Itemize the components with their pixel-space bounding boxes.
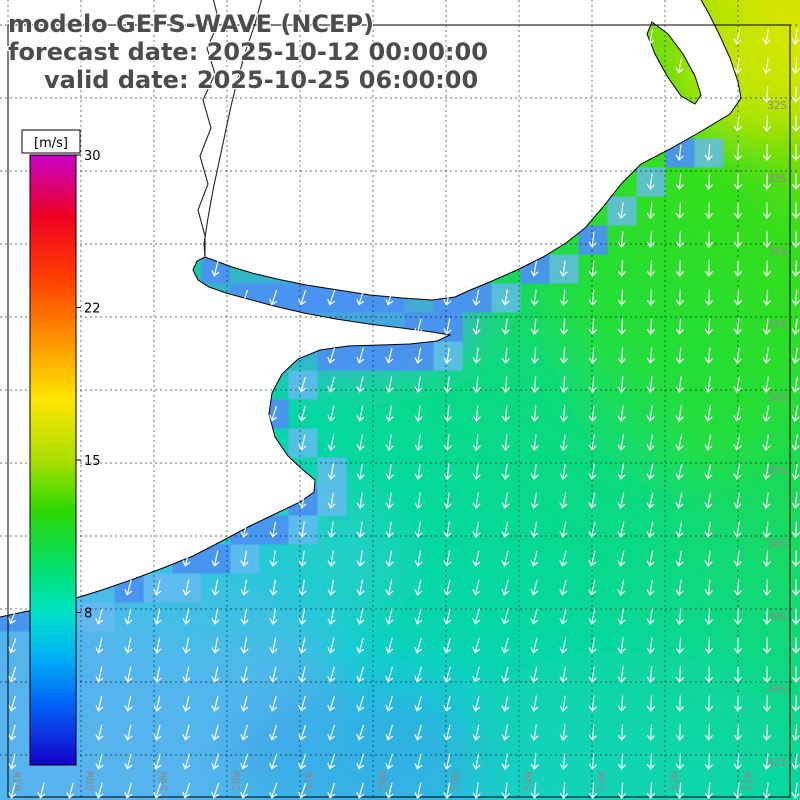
- svg-text:35S: 35S: [767, 318, 787, 331]
- colorbar: [m/s] 30 22 15 8: [21, 129, 101, 766]
- svg-text:51W: 51W: [741, 771, 754, 791]
- svg-text:37S: 37S: [767, 464, 787, 477]
- svg-text:61W: 61W: [11, 771, 24, 791]
- svg-text:40S: 40S: [767, 683, 787, 696]
- svg-text:33S: 33S: [767, 172, 787, 185]
- svg-text:54W: 54W: [522, 771, 535, 791]
- svg-text:55W: 55W: [449, 771, 462, 791]
- svg-text:52W: 52W: [668, 771, 681, 791]
- valid-date: valid date: 2025-10-25 06:00:00: [44, 66, 479, 94]
- svg-text:8: 8: [84, 607, 92, 622]
- svg-text:41S: 41S: [767, 756, 787, 769]
- forecast-date: forecast date: 2025-10-12 00:00:00: [8, 38, 488, 66]
- model-title: modelo GEFS-WAVE (NCEP): [8, 10, 374, 38]
- colorbar-unit-label: [m/s]: [34, 136, 68, 151]
- rivers: [197, 0, 263, 258]
- wind-direction-arrows: [8, 28, 800, 800]
- svg-text:39S: 39S: [767, 610, 787, 623]
- svg-text:30: 30: [84, 149, 101, 164]
- svg-text:38S: 38S: [767, 537, 787, 550]
- map-frame: [7, 24, 791, 798]
- svg-text:56W: 56W: [376, 771, 389, 791]
- svg-text:15: 15: [84, 454, 101, 469]
- river-uruguay: [203, 0, 263, 258]
- plot-header: modelo GEFS-WAVE (NCEP) forecast date: 2…: [8, 10, 488, 94]
- colorbar-unit-box: [21, 129, 81, 154]
- colorbar-gradient-bar: [29, 154, 77, 766]
- colorbar-ticks: 30 22 15 8: [76, 149, 101, 622]
- river-parana: [197, 0, 220, 257]
- svg-text:34S: 34S: [767, 245, 787, 258]
- svg-text:58W: 58W: [230, 771, 243, 791]
- svg-text:60W: 60W: [84, 771, 97, 791]
- svg-text:32S: 32S: [767, 99, 787, 112]
- svg-text:57W: 57W: [303, 771, 316, 791]
- svg-text:36S: 36S: [767, 391, 787, 404]
- svg-text:22: 22: [84, 302, 101, 317]
- svg-text:53W: 53W: [595, 771, 608, 791]
